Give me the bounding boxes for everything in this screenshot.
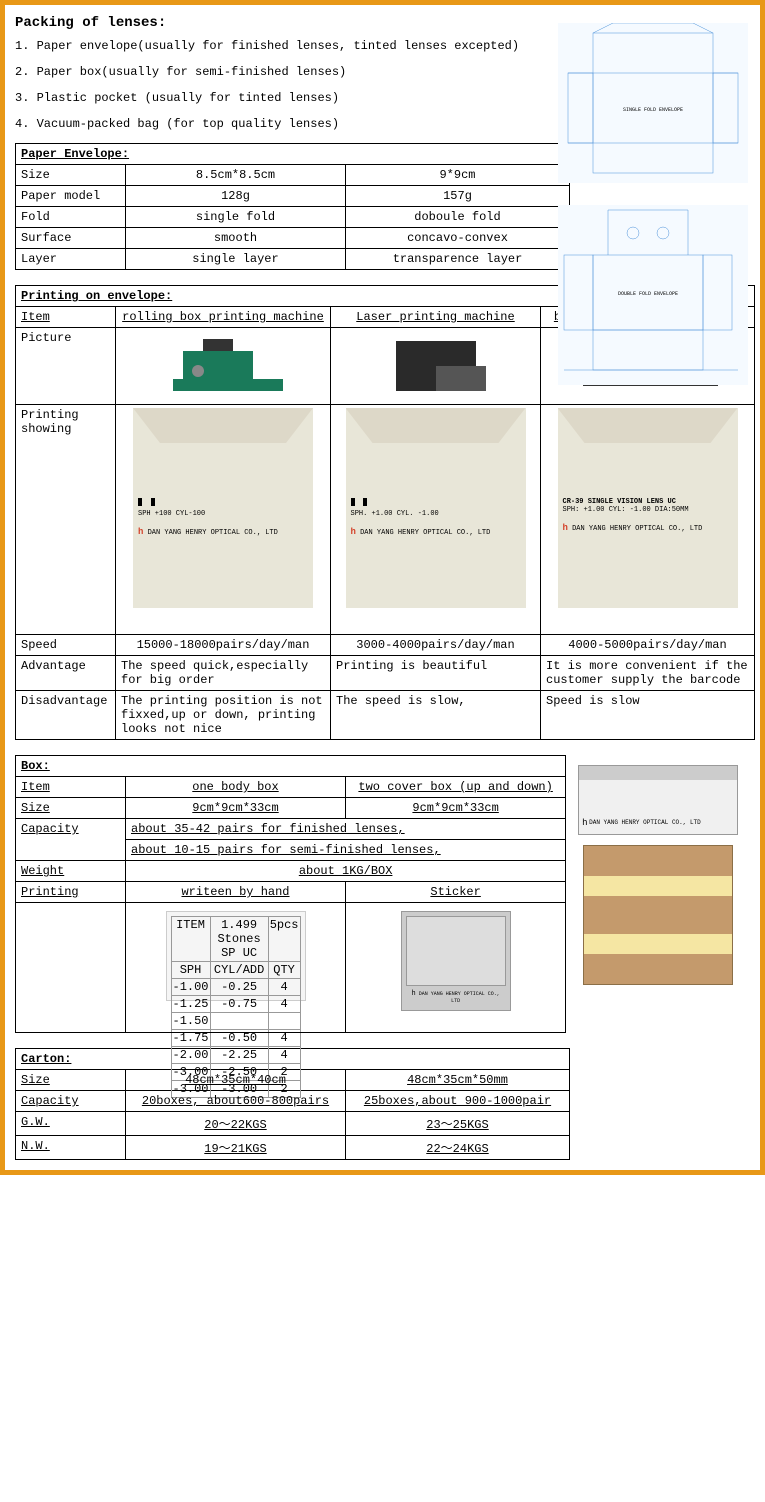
item: rolling box printing machine: [116, 307, 331, 328]
advantage: Printing is beautiful: [331, 656, 541, 691]
row-label: Surface: [16, 228, 126, 249]
cell: transparence layer: [346, 249, 570, 270]
nw-label: N.W.: [16, 1136, 126, 1160]
item: two cover box (up and down): [346, 777, 566, 798]
envelope-sample: CR-39 SINGLE VISION LENS UCSPH: +1.00 CY…: [541, 405, 755, 635]
cell: 8.5cm*8.5cm: [126, 165, 346, 186]
disadvantage-label: Disadvantage: [16, 691, 116, 740]
size: 9cm*9cm*33cm: [126, 798, 346, 819]
box-table: Box: Itemone body boxtwo cover box (up a…: [15, 755, 566, 1033]
cell: 157g: [346, 186, 570, 207]
item: one body box: [126, 777, 346, 798]
item-label: Item: [16, 307, 116, 328]
speed: 3000-4000pairs/day/man: [331, 635, 541, 656]
item-label: Item: [16, 777, 126, 798]
label-photo: ITEM1.499 Stones SP UC5pcsSPHCYL/ADDQTY-…: [126, 903, 346, 1033]
capacity: 20boxes, about600-800pairs: [126, 1091, 346, 1112]
disadvantage: Speed is slow: [541, 691, 755, 740]
gw-label: G.W.: [16, 1112, 126, 1136]
single-fold-diagram: SINGLE FOLD ENVELOPE: [558, 23, 748, 183]
size-label: Size: [16, 798, 126, 819]
cell: smooth: [126, 228, 346, 249]
cell: single fold: [126, 207, 346, 228]
nw: 19～21KGS: [126, 1136, 346, 1160]
row-label: Layer: [16, 249, 126, 270]
showing-label: Printing showing: [16, 405, 116, 635]
machine-photo: [116, 328, 331, 405]
weight: about 1KG/BOX: [126, 861, 566, 882]
diagram-label: DOUBLE FOLD ENVELOPE: [618, 291, 678, 297]
cell: single layer: [126, 249, 346, 270]
advantage: The speed quick,especially for big order: [116, 656, 331, 691]
paper-envelope-table: Paper Envelope: Size8.5cm*8.5cm9*9cm Pap…: [15, 143, 570, 270]
box-title: Box:: [16, 756, 566, 777]
sticker-photo: h DAN YANG HENRY OPTICAL CO., LTD: [346, 903, 566, 1033]
empty: [16, 903, 126, 1033]
double-fold-diagram: DOUBLE FOLD ENVELOPE: [558, 205, 748, 385]
row-label: Fold: [16, 207, 126, 228]
disadvantage: The printing position is not fixxed,up o…: [116, 691, 331, 740]
printing-label: Printing: [16, 882, 126, 903]
row-label: Paper model: [16, 186, 126, 207]
capacity-label: Capacity: [16, 819, 126, 861]
cell: 128g: [126, 186, 346, 207]
speed: 4000-5000pairs/day/man: [541, 635, 755, 656]
nw: 22～24KGS: [346, 1136, 570, 1160]
advantage: It is more convenient if the customer su…: [541, 656, 755, 691]
weight-label: Weight: [16, 861, 126, 882]
box-side-images: h: [566, 755, 750, 1033]
capacity: about 35-42 pairs for finished lenses,: [126, 819, 566, 840]
advantage-label: Advantage: [16, 656, 116, 691]
cell: 9*9cm: [346, 165, 570, 186]
size: 48cm*35cm*50mm: [346, 1070, 570, 1091]
disadvantage: The speed is slow,: [331, 691, 541, 740]
gw: 20～22KGS: [126, 1112, 346, 1136]
speed: 15000-18000pairs/day/man: [116, 635, 331, 656]
picture-label: Picture: [16, 328, 116, 405]
size-label: Size: [16, 1070, 126, 1091]
diagram-label: SINGLE FOLD ENVELOPE: [623, 107, 683, 113]
printing: writeen by hand: [126, 882, 346, 903]
speed-label: Speed: [16, 635, 116, 656]
cell: doboule fold: [346, 207, 570, 228]
envelope-sample: ▮ ▮SPH. +1.00 CYL. -1.00h DAN YANG HENRY…: [331, 405, 541, 635]
capacity: 25boxes,about 900-1000pair: [346, 1091, 570, 1112]
machine-photo: [331, 328, 541, 405]
cell: concavo-convex: [346, 228, 570, 249]
capacity-label: Capacity: [16, 1091, 126, 1112]
size: 9cm*9cm*33cm: [346, 798, 566, 819]
row-label: Size: [16, 165, 126, 186]
printing: Sticker: [346, 882, 566, 903]
paper-envelope-title: Paper Envelope:: [16, 144, 570, 165]
carton-photo: [583, 845, 733, 985]
item: Laser printing machine: [331, 307, 541, 328]
capacity: about 10-15 pairs for semi-finished lens…: [126, 840, 566, 861]
gw: 23～25KGS: [346, 1112, 570, 1136]
box-photo: h: [578, 765, 738, 835]
envelope-sample: ▮ ▮SPH +100 CYL-100h DAN YANG HENRY OPTI…: [116, 405, 331, 635]
